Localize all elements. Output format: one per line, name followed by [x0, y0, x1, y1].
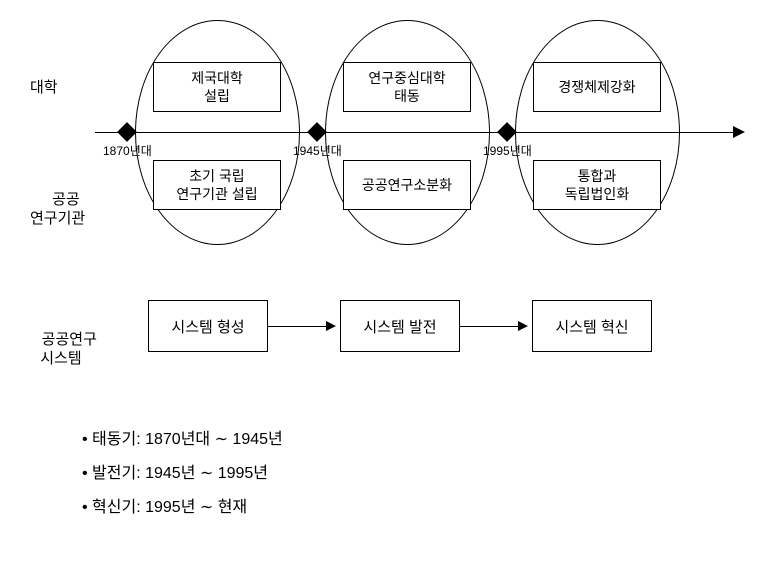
timeline-marker-3 [497, 122, 517, 142]
university-phase-box-3: 경쟁체제강화 [533, 62, 661, 112]
year-label-3: 1995년대 [483, 142, 532, 159]
timeline-arrow-head [733, 126, 745, 138]
institute-phase-box-3: 통합과 독립법인화 [533, 160, 661, 210]
university-phase-box-1: 제국대학 설립 [153, 62, 281, 112]
system-phase-box-3: 시스템 혁신 [532, 300, 652, 352]
bullet-item: 태동기: 1870년대 ∼ 1945년 [82, 425, 283, 449]
year-label-2: 1945년대 [293, 142, 342, 159]
bullet-item: 혁신기: 1995년 ∼ 현재 [82, 493, 283, 517]
timeline-axis [95, 132, 735, 133]
public-system-label: 공공연구 시스템 [25, 310, 97, 388]
system-arrow-head-2 [518, 321, 528, 331]
system-phase-box-2: 시스템 발전 [340, 300, 460, 352]
university-label: 대학 [30, 78, 58, 98]
university-phase-box-2: 연구중심대학 태동 [343, 62, 471, 112]
timeline-marker-2 [307, 122, 327, 142]
institute-phase-box-2: 공공연구소분화 [343, 160, 471, 210]
year-label-1: 1870년대 [103, 142, 152, 159]
period-bullet-list: 태동기: 1870년대 ∼ 1945년 발전기: 1945년 ∼ 1995년 혁… [82, 425, 283, 527]
institute-phase-box-1: 초기 국립 연구기관 설립 [153, 160, 281, 210]
timeline-marker-1 [117, 122, 137, 142]
system-arrow-2 [460, 326, 520, 327]
system-arrow-1 [268, 326, 328, 327]
system-arrow-head-1 [326, 321, 336, 331]
system-phase-box-1: 시스템 형성 [148, 300, 268, 352]
public-institute-label: 공공 연구기관 [30, 170, 85, 248]
bullet-item: 발전기: 1945년 ∼ 1995년 [82, 459, 283, 483]
